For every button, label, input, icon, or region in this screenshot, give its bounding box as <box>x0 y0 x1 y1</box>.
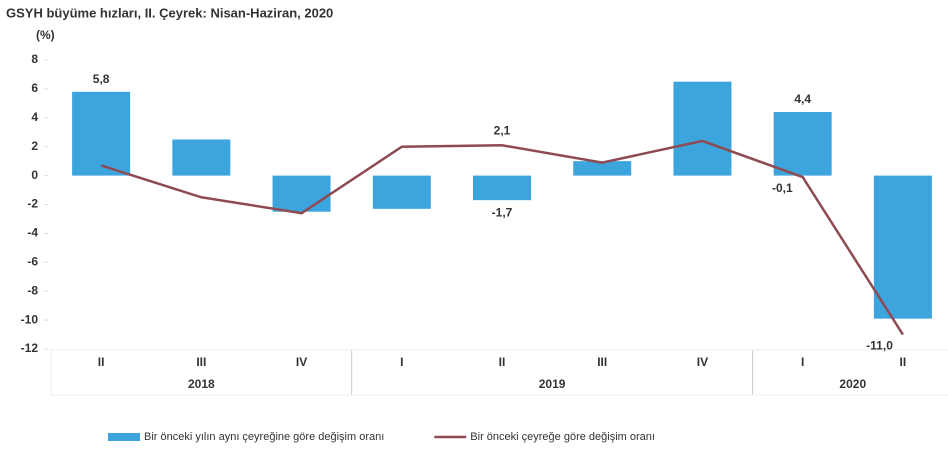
axis-band <box>50 349 948 396</box>
bar <box>172 139 231 176</box>
y-axis-label: (%) <box>36 28 55 42</box>
legend-label: Bir önceki çeyreğe göre değişim oranı <box>470 431 655 443</box>
bar <box>372 175 431 209</box>
y-tick-label: 0 <box>31 168 38 182</box>
data-label: 5,8 <box>93 72 110 86</box>
group-label: 2019 <box>539 377 566 391</box>
bar <box>773 112 832 176</box>
bar <box>72 91 131 176</box>
y-tick-label: -2 <box>27 197 38 211</box>
y-tick-label: 4 <box>31 110 38 124</box>
legend-swatch <box>108 433 140 441</box>
group-label: 2020 <box>839 377 866 391</box>
x-tick-label: IV <box>697 355 708 369</box>
x-tick-label: I <box>400 355 403 369</box>
x-tick-label: IV <box>296 355 307 369</box>
x-tick-label: I <box>801 355 804 369</box>
bar <box>272 175 331 212</box>
data-label: 2,1 <box>494 123 511 137</box>
y-tick-label: -10 <box>21 312 39 326</box>
bar <box>673 81 732 176</box>
data-label: 4,4 <box>794 92 811 106</box>
y-tick-label: -6 <box>27 254 38 268</box>
y-tick-label: -8 <box>27 283 38 297</box>
line <box>100 139 904 336</box>
y-tick-label: -4 <box>27 226 38 240</box>
group-label: 2018 <box>188 377 215 391</box>
bar <box>473 175 531 201</box>
bar <box>573 161 632 176</box>
data-label: -11,0 <box>866 339 893 353</box>
chart-title: GSYH büyüme hızları, II. Çeyrek: Nisan-H… <box>6 5 333 20</box>
x-tick-label: II <box>98 355 105 369</box>
x-tick-label: III <box>597 355 607 369</box>
y-tick-label: 8 <box>31 52 38 66</box>
x-tick-label: III <box>196 355 206 369</box>
x-tick-label: II <box>900 355 907 369</box>
y-tick-label: 2 <box>31 139 38 153</box>
data-label: -0,1 <box>772 181 793 195</box>
y-tick-label: 6 <box>31 81 38 95</box>
x-tick-label: II <box>499 355 506 369</box>
bar <box>873 175 932 319</box>
y-tick-label: -12 <box>21 341 39 355</box>
legend-label: Bir önceki yılın aynı çeyreğine göre değ… <box>144 431 384 443</box>
data-label: -1,7 <box>492 205 513 219</box>
